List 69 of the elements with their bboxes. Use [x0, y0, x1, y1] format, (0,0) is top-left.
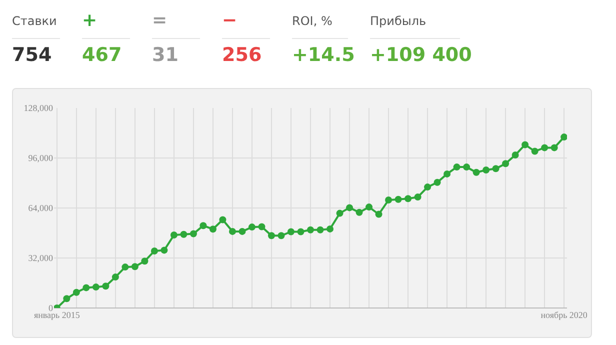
point — [394, 196, 402, 203]
point — [414, 194, 422, 201]
point — [541, 144, 548, 152]
point — [112, 274, 119, 281]
point — [434, 178, 441, 186]
point — [160, 246, 168, 254]
point — [238, 228, 246, 235]
point — [375, 210, 382, 218]
point — [502, 160, 510, 168]
point — [102, 282, 110, 290]
point — [287, 228, 294, 236]
point — [356, 208, 363, 216]
text: + — [82, 10, 98, 33]
point — [278, 232, 285, 240]
point — [150, 247, 158, 254]
point — [248, 224, 256, 231]
text: 754 — [12, 43, 53, 66]
text: Ставки — [12, 14, 60, 39]
point — [512, 152, 519, 159]
point — [453, 164, 460, 171]
point — [316, 226, 324, 234]
text: 256 — [222, 43, 263, 66]
point — [190, 230, 197, 238]
text: ROI, % — [292, 14, 348, 39]
y-tick-label: 32,000 — [28, 253, 54, 264]
point — [82, 284, 90, 292]
point — [482, 166, 490, 174]
point — [307, 226, 314, 234]
point — [404, 195, 412, 202]
point — [92, 284, 100, 291]
point — [122, 264, 129, 271]
point — [522, 141, 529, 148]
point — [531, 148, 538, 155]
point — [336, 210, 344, 217]
y-tick-label: 96,000 — [28, 153, 54, 164]
text: 467 — [82, 43, 123, 66]
point — [366, 204, 373, 211]
point — [472, 168, 480, 176]
point — [444, 170, 451, 178]
point — [268, 232, 275, 240]
point — [200, 222, 207, 230]
point — [258, 223, 266, 230]
point — [560, 134, 567, 141]
point — [463, 164, 470, 171]
point — [180, 230, 188, 238]
point — [424, 184, 432, 191]
y-tick-label: 128,000 — [24, 103, 54, 114]
text: +14.5 — [292, 43, 355, 66]
text: +109 400 — [370, 43, 472, 66]
y-tick-label: 64,000 — [28, 203, 54, 214]
point — [170, 232, 178, 239]
text: − — [222, 10, 238, 33]
point — [492, 165, 500, 172]
point — [72, 288, 80, 296]
point — [346, 204, 354, 212]
point — [228, 228, 236, 235]
point — [326, 225, 334, 232]
point — [141, 258, 148, 265]
text: 31 — [152, 43, 180, 66]
point — [209, 226, 216, 233]
text: = — [152, 10, 168, 33]
point — [131, 263, 138, 270]
point — [550, 144, 558, 152]
point — [219, 216, 226, 224]
text: Прибыль — [370, 14, 460, 39]
point — [297, 228, 304, 236]
x-tick-label: ноябрь 2020 — [540, 310, 588, 320]
point — [385, 196, 392, 204]
point — [63, 295, 70, 302]
